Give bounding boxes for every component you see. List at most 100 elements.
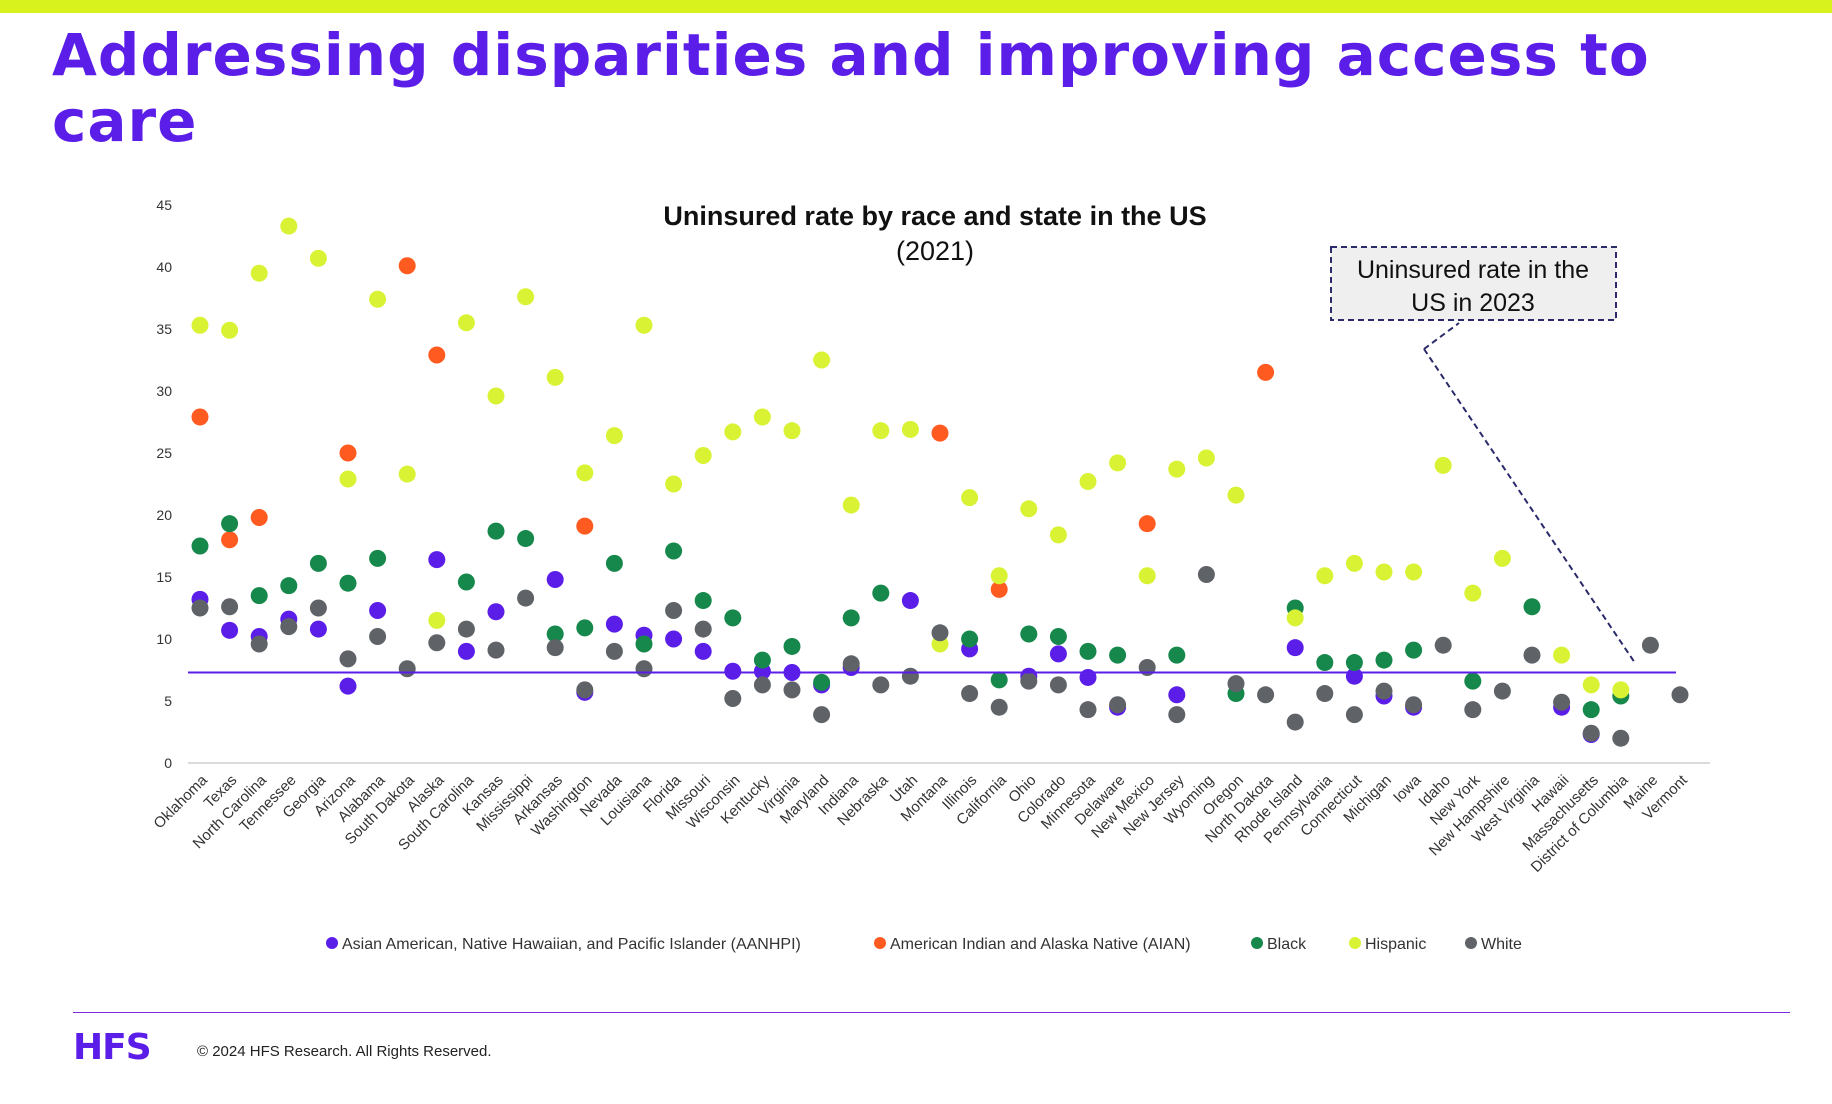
data-point [1464, 701, 1482, 719]
data-point [546, 625, 564, 643]
data-point [990, 698, 1008, 716]
data-point [1109, 646, 1127, 664]
chart-title: Uninsured rate by race and state in the … [663, 201, 1206, 231]
data-point [576, 517, 594, 535]
y-tick-label: 35 [156, 321, 172, 337]
data-point [1049, 628, 1067, 646]
series-4 [191, 566, 1689, 747]
data-point [813, 351, 831, 369]
data-point [428, 611, 446, 629]
data-point [1553, 693, 1571, 711]
data-point [191, 316, 209, 334]
data-point [1316, 567, 1334, 585]
data-point [191, 408, 209, 426]
data-point [221, 598, 239, 616]
uninsured-rate-scatter-chart: Uninsured rate by race and state in the … [150, 197, 1710, 953]
data-point [1197, 566, 1215, 584]
annotation-pointer [1423, 322, 1460, 350]
data-point [398, 465, 416, 483]
data-point [457, 573, 475, 591]
data-point [1493, 549, 1511, 567]
data-point [753, 408, 771, 426]
data-point [783, 422, 801, 440]
data-point [931, 624, 949, 642]
copyright-text: © 2024 HFS Research. All Rights Reserved… [197, 1043, 492, 1060]
data-point [1168, 706, 1186, 724]
data-point [990, 671, 1008, 689]
data-point [605, 615, 623, 633]
data-point [1375, 563, 1393, 581]
data-point [1168, 460, 1186, 478]
legend-swatch [1251, 937, 1263, 949]
legend-label: Black [1267, 936, 1307, 953]
data-point [1286, 713, 1304, 731]
y-tick-label: 5 [164, 693, 172, 709]
data-point [546, 570, 564, 588]
data-point [1079, 701, 1097, 719]
data-point [1523, 646, 1541, 664]
data-point [872, 584, 890, 602]
legend-swatch [326, 937, 338, 949]
data-point [398, 660, 416, 678]
data-point [339, 470, 357, 488]
data-point [457, 620, 475, 638]
data-point [1020, 672, 1038, 690]
data-point [250, 264, 268, 282]
data-point [457, 314, 475, 332]
data-point [961, 489, 979, 507]
data-point [665, 630, 683, 648]
footer-divider [73, 1012, 1790, 1013]
data-point [1257, 686, 1275, 704]
y-axis: 0 5 10 15 20 25 30 35 40 45 [156, 197, 172, 771]
data-point [1582, 701, 1600, 719]
data-point [221, 321, 239, 339]
data-point [309, 620, 327, 638]
annotation-callout: Uninsured rate in the US in 2023 [1330, 246, 1636, 664]
data-point [339, 650, 357, 668]
data-point [309, 554, 327, 572]
data-point [280, 217, 298, 235]
data-point [842, 655, 860, 673]
data-point [753, 651, 771, 669]
data-point [783, 637, 801, 655]
data-point [1493, 682, 1511, 700]
data-point [1049, 676, 1067, 694]
data-point [694, 620, 712, 638]
data-point [1168, 686, 1186, 704]
data-point [517, 530, 535, 548]
legend-swatch [1465, 937, 1477, 949]
data-point [221, 515, 239, 533]
data-point [576, 619, 594, 637]
data-point [1020, 625, 1038, 643]
data-point [842, 496, 860, 514]
data-point [1464, 584, 1482, 602]
data-point [517, 589, 535, 607]
series-2 [191, 515, 1630, 719]
data-point [1345, 554, 1363, 572]
data-point [1109, 454, 1127, 472]
annotation-line-2: US in 2023 [1411, 289, 1535, 317]
data-point [309, 599, 327, 617]
annotation-box [1330, 246, 1617, 321]
annotation-line-1: Uninsured rate in the [1357, 256, 1589, 284]
legend: Asian American, Native Hawaiian, and Pac… [326, 936, 1522, 953]
data-point [842, 609, 860, 627]
legend-swatch [874, 937, 886, 949]
legend-label: Hispanic [1365, 936, 1426, 953]
data-point [1345, 654, 1363, 672]
data-point [1316, 654, 1334, 672]
data-point [931, 424, 949, 442]
data-point [1168, 646, 1186, 664]
chart-subtitle: (2021) [896, 236, 974, 266]
data-point [398, 257, 416, 275]
data-point [487, 603, 505, 621]
data-point [1464, 672, 1482, 690]
data-point [250, 635, 268, 653]
y-tick-label: 40 [156, 259, 172, 275]
data-point [1375, 651, 1393, 669]
data-point [280, 577, 298, 595]
data-point [724, 423, 742, 441]
data-point [961, 630, 979, 648]
data-point [1049, 526, 1067, 544]
